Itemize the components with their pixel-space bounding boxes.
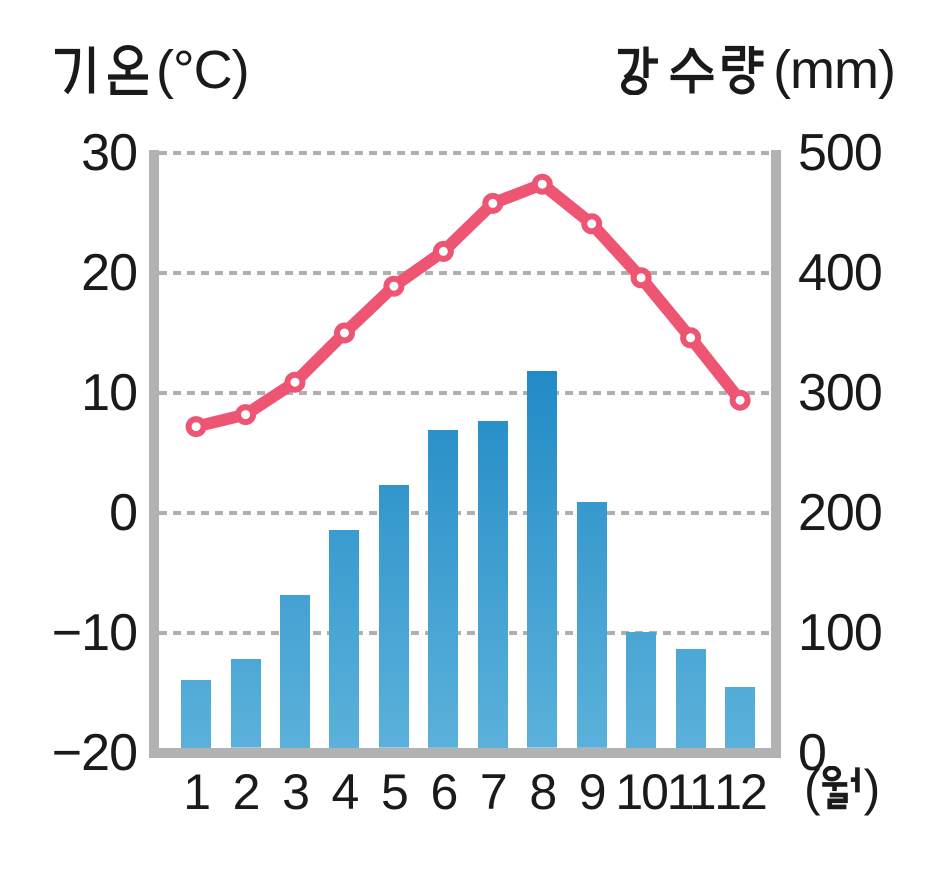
precip-bar: [675, 648, 706, 748]
temp-marker: [482, 192, 504, 214]
month-label: 3: [282, 764, 310, 820]
hangul-glyph: [55, 46, 95, 95]
gridline: [159, 511, 771, 515]
temp-marker: [334, 322, 355, 344]
hangul-glyph: [670, 47, 714, 94]
precip-bar: [329, 529, 360, 748]
temp-marker: [531, 173, 553, 195]
title-latin-text: (°C): [156, 40, 250, 100]
hangul-glyph: [722, 45, 764, 95]
month-unit-label: (): [804, 760, 881, 816]
month-label: 2: [232, 764, 261, 820]
title-latin-text: (mm): [773, 40, 896, 100]
temp-marker: [383, 275, 405, 297]
month-label: 10: [615, 764, 669, 820]
left-axis-tick-label: 20: [81, 244, 138, 302]
month-label: 6: [430, 764, 458, 820]
title-latin-text: ): [863, 760, 881, 816]
right-axis-bar: [771, 150, 781, 758]
precip-bar: [280, 594, 310, 748]
month-label: 4: [331, 764, 360, 820]
right-axis-tick-label: 500: [798, 124, 883, 182]
month-label: 9: [578, 764, 607, 820]
left-axis-tick-label: 30: [81, 124, 138, 182]
bottom-axis-bar: [149, 748, 781, 758]
month-label: 7: [479, 764, 508, 820]
precip-bar: [576, 502, 607, 748]
right-axis-tick-label: 200: [798, 484, 883, 542]
month-label: 1: [183, 764, 211, 820]
left-axis-tick-label: 10: [81, 364, 138, 422]
precip-bar: [181, 679, 212, 748]
temp-axis-title: (°C): [50, 40, 250, 100]
precip-bar: [428, 430, 459, 748]
month-label: 12: [714, 764, 768, 820]
left-axis-tick-label: −20: [51, 724, 138, 782]
hangul-glyph: [821, 766, 860, 810]
gridline: [159, 271, 771, 275]
precip-bar: [477, 420, 508, 748]
precip-bar: [230, 659, 261, 748]
hangul-glyph: [108, 45, 148, 95]
precip-bar: [527, 371, 558, 748]
left-axis-bar: [149, 150, 159, 758]
precip-bar: [725, 687, 756, 748]
right-axis-tick-label: 300: [798, 364, 883, 422]
title-latin-text: (: [804, 760, 821, 816]
precip-axis-title: (mm): [614, 40, 896, 100]
temp-marker: [432, 240, 454, 262]
precip-bar: [378, 485, 409, 748]
gridline: [159, 151, 771, 155]
temp-marker: [235, 404, 257, 426]
precip-bar: [626, 631, 657, 748]
right-axis-tick-label: 0: [798, 724, 827, 782]
temp-marker: [581, 213, 603, 235]
left-axis-tick-label: −10: [51, 604, 138, 662]
month-label: 8: [529, 764, 557, 820]
temp-marker: [680, 327, 702, 349]
right-axis-tick-label: 100: [798, 604, 883, 662]
gridline: [159, 391, 771, 395]
hangul-glyph: [618, 46, 659, 95]
temp-marker: [284, 371, 306, 393]
left-axis-tick-label: 0: [109, 484, 138, 542]
temp-marker: [185, 416, 207, 438]
gridline: [159, 631, 771, 635]
month-label: 5: [380, 764, 409, 820]
month-label: 11: [666, 764, 717, 820]
right-axis-tick-label: 400: [798, 244, 883, 302]
